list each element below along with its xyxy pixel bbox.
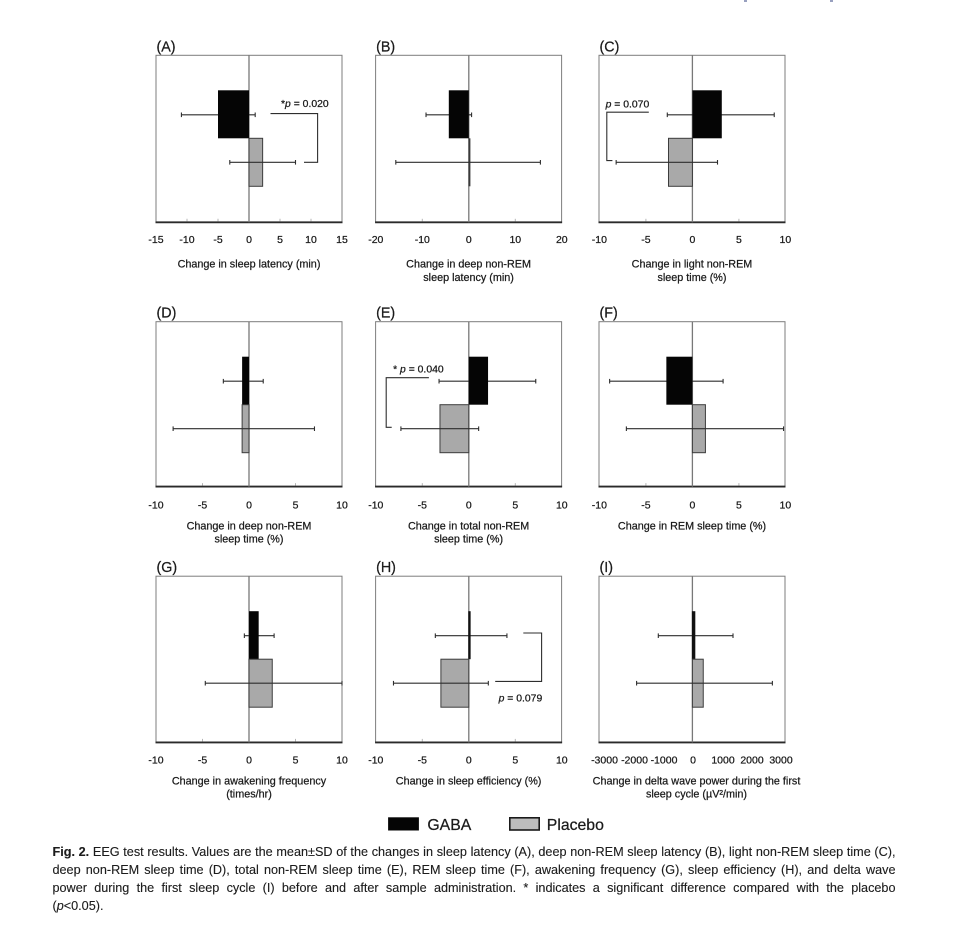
svg-text:10: 10 — [509, 234, 521, 246]
svg-text:0: 0 — [689, 500, 695, 512]
svg-text:5: 5 — [736, 234, 742, 246]
svg-text:(F): (F) — [600, 306, 618, 322]
svg-text:(I): (I) — [600, 560, 614, 576]
svg-text:10: 10 — [556, 500, 568, 512]
svg-text:-3000: -3000 — [591, 754, 618, 766]
svg-text:0: 0 — [466, 754, 472, 766]
svg-text:-10: -10 — [368, 754, 383, 766]
svg-text:10: 10 — [780, 500, 792, 512]
svg-text:p = 0.070: p = 0.070 — [605, 100, 650, 111]
svg-text:Change in sleep latency (min): Change in sleep latency (min) — [178, 259, 321, 271]
svg-text:0: 0 — [246, 500, 252, 512]
svg-text:Change in awakening frequency: Change in awakening frequency — [172, 776, 327, 788]
svg-text:(E): (E) — [376, 306, 395, 322]
svg-text:sleep cycle (µV²/min): sleep cycle (µV²/min) — [646, 789, 747, 801]
svg-text:(A): (A) — [157, 39, 176, 55]
svg-text:Change in REM sleep time (%): Change in REM sleep time (%) — [618, 520, 766, 532]
svg-text:Change in delta wave power dur: Change in delta wave power during the fi… — [593, 776, 801, 788]
svg-text:10: 10 — [336, 500, 348, 512]
svg-text:-5: -5 — [641, 500, 650, 512]
svg-text:-5: -5 — [198, 754, 207, 766]
svg-text:(D): (D) — [157, 306, 177, 322]
svg-text:* p = 0.040: * p = 0.040 — [393, 364, 444, 375]
svg-text:0: 0 — [466, 500, 472, 512]
svg-text:0: 0 — [466, 234, 472, 246]
svg-text:20: 20 — [556, 234, 568, 246]
svg-text:0: 0 — [246, 234, 252, 246]
svg-text:5: 5 — [293, 754, 299, 766]
svg-text:(G): (G) — [157, 560, 178, 576]
svg-text:-10: -10 — [148, 500, 163, 512]
svg-text:3000: 3000 — [769, 754, 793, 766]
svg-text:Change in deep non-REM: Change in deep non-REM — [406, 259, 531, 271]
svg-text:Change in total non-REM: Change in total non-REM — [408, 520, 529, 532]
svg-text:-5: -5 — [418, 500, 427, 512]
svg-text:10: 10 — [305, 234, 317, 246]
svg-text:10: 10 — [780, 234, 792, 246]
svg-text:sleep time (%): sleep time (%) — [658, 272, 727, 284]
svg-text:Change in light non-REM: Change in light non-REM — [632, 259, 753, 271]
svg-text:0: 0 — [690, 754, 696, 766]
svg-text:(B): (B) — [376, 39, 395, 55]
svg-text:Change in deep non-REM: Change in deep non-REM — [187, 520, 312, 532]
svg-text:5: 5 — [277, 234, 283, 246]
svg-text:1000: 1000 — [711, 754, 735, 766]
svg-text:2000: 2000 — [740, 754, 764, 766]
svg-text:15: 15 — [336, 234, 348, 246]
svg-text:-10: -10 — [368, 500, 383, 512]
svg-text:sleep latency (min): sleep latency (min) — [423, 272, 514, 284]
svg-text:(H): (H) — [376, 560, 396, 576]
svg-text:-20: -20 — [368, 234, 383, 246]
svg-text:Placebo: Placebo — [547, 817, 604, 834]
svg-text:5: 5 — [512, 754, 518, 766]
svg-text:*p = 0.020: *p = 0.020 — [281, 99, 329, 110]
svg-text:10: 10 — [556, 754, 568, 766]
svg-text:GABA: GABA — [427, 817, 471, 834]
svg-text:p = 0.079: p = 0.079 — [498, 694, 543, 705]
svg-text:-5: -5 — [418, 754, 427, 766]
svg-text:-5: -5 — [213, 234, 222, 246]
svg-text:-1000: -1000 — [651, 754, 678, 766]
svg-text:sleep time (%): sleep time (%) — [215, 533, 284, 545]
svg-text:-10: -10 — [592, 500, 607, 512]
svg-text:0: 0 — [246, 754, 252, 766]
svg-text:10: 10 — [336, 754, 348, 766]
svg-text:Change in sleep efficiency (%): Change in sleep efficiency (%) — [396, 776, 542, 788]
svg-text:sleep time (%): sleep time (%) — [434, 533, 503, 545]
svg-text:(times/hr): (times/hr) — [226, 789, 272, 801]
svg-text:(C): (C) — [600, 39, 620, 55]
svg-text:-10: -10 — [148, 754, 163, 766]
svg-text:-10: -10 — [415, 234, 430, 246]
svg-text:-10: -10 — [592, 234, 607, 246]
svg-text:5: 5 — [293, 500, 299, 512]
svg-text:-15: -15 — [148, 234, 163, 246]
svg-text:-2000: -2000 — [621, 754, 648, 766]
svg-text:-10: -10 — [179, 234, 194, 246]
svg-text:-5: -5 — [198, 500, 207, 512]
svg-text:0: 0 — [689, 234, 695, 246]
svg-text:5: 5 — [512, 500, 518, 512]
svg-text:5: 5 — [736, 500, 742, 512]
svg-text:-5: -5 — [641, 234, 650, 246]
